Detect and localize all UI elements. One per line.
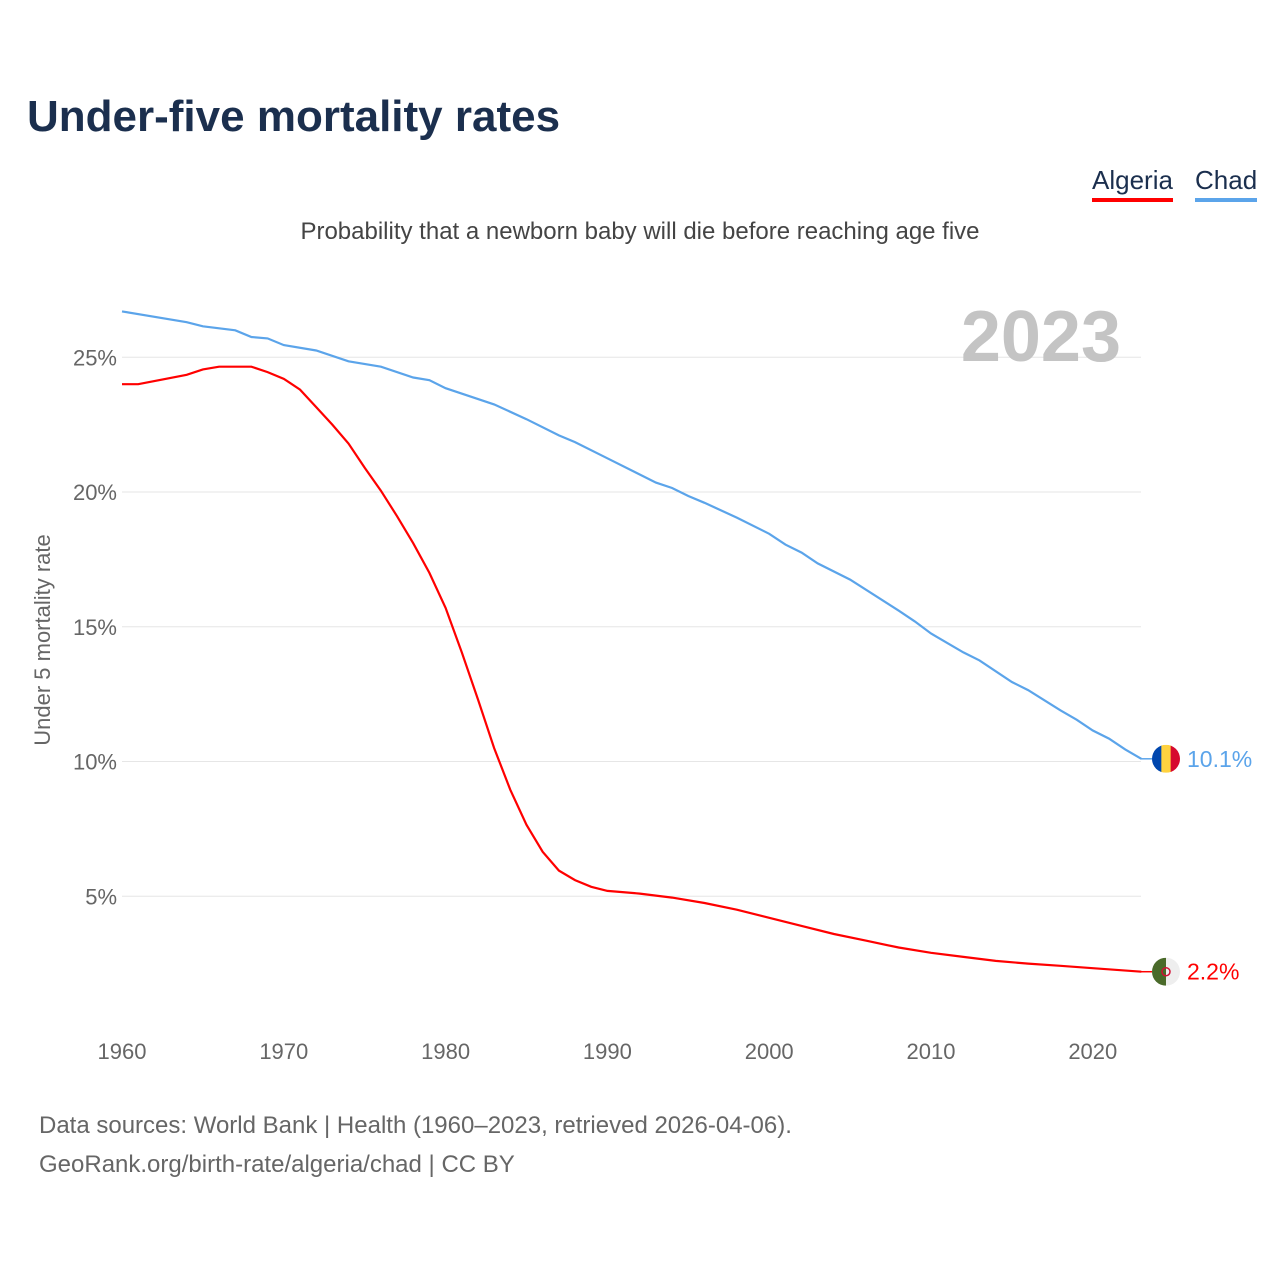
x-tick-label: 1960 [98, 1039, 147, 1064]
y-tick-label: 10% [73, 750, 117, 775]
y-tick-label: 5% [85, 884, 117, 909]
x-tick-label: 1990 [583, 1039, 632, 1064]
x-tick-label: 1980 [421, 1039, 470, 1064]
source-note: Data sources: World Bank | Health (1960–… [39, 1106, 792, 1184]
chad-flag-icon [1152, 744, 1180, 773]
chart-subtitle: Probability that a newborn baby will die… [300, 218, 980, 245]
end-value-label-chad: 10.1% [1187, 746, 1252, 772]
y-tick-label: 25% [73, 345, 117, 370]
algeria-flag-icon [1152, 957, 1180, 986]
chart-title: Under-five mortality rates [27, 92, 561, 141]
legend-algeria[interactable]: Algeria [1092, 165, 1173, 202]
y-axis-label: Under 5 mortality rate [30, 534, 55, 746]
x-tick-label: 2020 [1068, 1039, 1117, 1064]
x-tick-label: 2000 [745, 1039, 794, 1064]
year-label: 2023 [961, 297, 1121, 377]
y-tick-label: 15% [73, 615, 117, 640]
x-tick-label: 1970 [259, 1039, 308, 1064]
end-value-label-algeria: 2.2% [1187, 959, 1239, 985]
legend-chad[interactable]: Chad [1195, 165, 1258, 202]
series-line-chad [121, 310, 1142, 760]
source-line: Data sources: World Bank | Health (1960–… [39, 1112, 792, 1139]
y-tick-label: 20% [73, 480, 117, 505]
x-tick-label: 2010 [907, 1039, 956, 1064]
series-line-algeria [122, 365, 1142, 973]
source-link[interactable]: GeoRank.org/birth-rate/algeria/chad | CC… [39, 1151, 515, 1178]
